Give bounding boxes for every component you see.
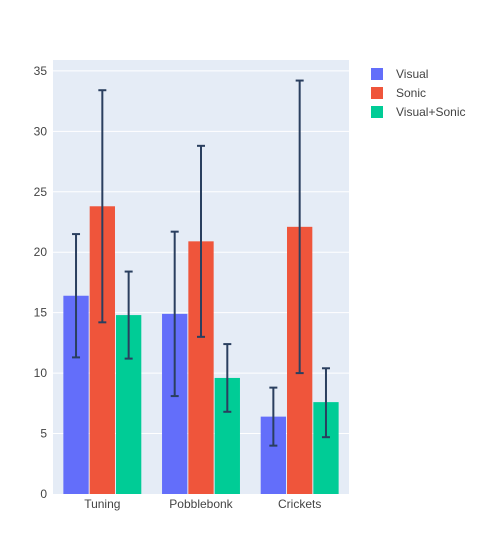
legend-item[interactable]: Visual — [371, 67, 428, 81]
y-tick-label: 35 — [34, 64, 48, 78]
error-bar — [170, 230, 179, 398]
error-bar — [295, 79, 304, 375]
x-tick-label: Tuning — [84, 497, 120, 511]
error-bar — [321, 367, 330, 439]
error-bar — [223, 343, 232, 413]
y-axis: 0 5 10 15 20 25 30 35 — [34, 64, 48, 501]
y-tick-label: 15 — [34, 306, 48, 320]
y-tick-label: 30 — [34, 124, 48, 138]
legend-item[interactable]: Visual+Sonic — [371, 105, 466, 119]
error-bar — [124, 270, 133, 360]
error-bar — [197, 144, 205, 338]
legend-label: Sonic — [396, 86, 426, 100]
y-tick-label: 20 — [34, 245, 48, 259]
legend-label: Visual+Sonic — [396, 105, 466, 119]
error-bar — [98, 89, 107, 324]
legend-swatch — [371, 87, 383, 99]
x-tick-label: Pobblebonk — [169, 497, 233, 511]
legend-label: Visual — [396, 67, 428, 81]
x-axis: Tuning Pobblebonk Crickets — [84, 497, 321, 511]
legend-swatch — [371, 106, 383, 118]
y-tick-label: 5 — [40, 427, 47, 441]
legend-item[interactable]: Sonic — [371, 86, 426, 100]
y-tick-label: 0 — [40, 487, 47, 501]
y-tick-label: 25 — [34, 185, 48, 199]
y-tick-label: 10 — [34, 366, 48, 380]
x-tick-label: Crickets — [278, 497, 321, 511]
error-bar — [72, 233, 81, 359]
legend-swatch — [371, 68, 383, 80]
legend: Visual Sonic Visual+Sonic — [371, 67, 466, 119]
error-bars — [72, 79, 330, 447]
error-bar — [269, 386, 278, 447]
